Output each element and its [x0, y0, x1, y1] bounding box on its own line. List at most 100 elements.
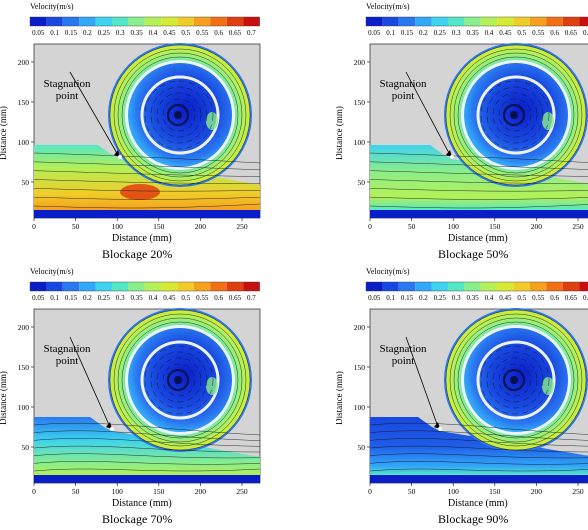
streamline	[33, 430, 261, 441]
vane-highlight	[206, 377, 218, 395]
colorbar-tick-label: 0.65	[565, 294, 578, 302]
colorbar-tick-label: 0.1	[50, 29, 59, 37]
y-tick-label: 200	[18, 58, 30, 67]
stagnation-label-line2: point	[391, 355, 415, 367]
volute-streamline	[117, 52, 243, 178]
x-tick-label: 200	[531, 222, 543, 231]
hub-core	[510, 376, 518, 384]
stagnation-label-line2: point	[391, 90, 415, 102]
colorbar-tick-label: 0.2	[419, 29, 428, 37]
streamline	[369, 170, 588, 177]
colorbar-tick-label: 0.45	[499, 29, 512, 37]
y-tick-label: 50	[358, 178, 366, 187]
stagnation-arrowhead	[446, 150, 452, 157]
impeller-streamline	[486, 86, 544, 144]
colorbar-swatch	[79, 17, 96, 26]
panel-caption: Blockage 90%	[438, 512, 509, 526]
stagnation-label: Stagnation point	[32, 78, 102, 102]
colorbar-tick-label: 0.15	[65, 294, 78, 302]
hub-core	[174, 111, 182, 119]
colorbar-swatch	[30, 282, 47, 291]
wall-boundary-layer	[370, 475, 588, 483]
colorbar-tick-label: 0.7	[583, 294, 588, 302]
colorbar-tick-label: 0.6	[214, 294, 223, 302]
y-tick-label: 50	[22, 178, 30, 187]
colorbar-title: Velocity(m/s)	[30, 2, 74, 11]
colorbar-tick-label: 0.45	[499, 294, 512, 302]
x-tick-label: 0	[368, 222, 372, 231]
impeller-streamline	[498, 98, 532, 132]
colorbar-tick-label: 0.4	[485, 294, 494, 302]
stagnation-label: Stagnation point	[32, 343, 102, 367]
y-tick-label: 100	[18, 138, 30, 147]
colorbar-swatch	[398, 17, 416, 26]
colorbar-swatch	[546, 282, 563, 291]
colorbar-swatch	[194, 17, 211, 26]
volute-streamline	[449, 48, 583, 182]
streamlines	[369, 309, 588, 472]
x-tick-label: 200	[195, 222, 207, 231]
hub-vortex	[167, 104, 189, 126]
blockage-panel-50: 0.05 0.1 0.15 0.2 0.25 0.3 0.35 0.4 0.45 0.5 0.55 0…	[336, 0, 588, 265]
inlet-channel	[370, 417, 588, 475]
stagnation-arrow	[69, 71, 119, 156]
impeller-streamline	[156, 92, 202, 138]
stagnation-arrowhead	[106, 422, 112, 429]
colorbar-swatch	[546, 17, 563, 26]
blockage-panel-70: 0.05 0.1 0.15 0.2 0.25 0.3 0.35 0.4 0.45 0.5 0.55 0…	[0, 265, 294, 530]
blockage-panel-90: 0.05 0.1 0.15 0.2 0.25 0.3 0.35 0.4 0.45 0.5 0.55 0…	[336, 265, 588, 530]
colorbar-swatch	[210, 282, 227, 291]
flow-plot-svg: 0.05 0.1 0.15 0.2 0.25 0.3 0.35 0.4 0.45 0.5 0.55 0…	[354, 16, 588, 231]
stagnation-point-marker	[450, 155, 454, 159]
streamline	[369, 461, 588, 465]
colorbar-tick-label: 0.5	[181, 294, 190, 302]
x-tick-label: 50	[408, 222, 416, 231]
streamline	[33, 461, 261, 465]
colorbar-tick-label: 0.45	[163, 294, 176, 302]
colorbar-tick-label: 0.3	[116, 294, 125, 302]
x-tick-label: 100	[448, 487, 460, 496]
colorbar-frame	[29, 16, 260, 27]
colorbar-tick-label: 0.35	[466, 294, 479, 302]
hub-core	[174, 376, 182, 384]
volute-streamline	[453, 317, 579, 443]
impeller-streamline	[162, 363, 196, 397]
vane-highlight	[206, 112, 218, 130]
colorbar-swatch	[497, 282, 514, 291]
colorbar-swatch	[161, 282, 178, 291]
flow-plot-svg: 0.05 0.1 0.15 0.2 0.25 0.3 0.35 0.4 0.45 0.5 0.55 0…	[18, 281, 261, 496]
colorbar-swatch	[513, 282, 530, 291]
colorbar-swatch	[448, 17, 465, 26]
inlet-channel	[370, 145, 588, 210]
impeller-streamline	[150, 351, 208, 409]
y-axis-label: Distance (mm)	[336, 106, 344, 160]
colorbar-tick-label: 0.15	[65, 29, 78, 37]
colorbar-swatch	[415, 282, 432, 291]
colorbar-tick-label: 0.25	[98, 294, 111, 302]
impeller-streamline	[492, 92, 538, 138]
x-tick-label: 150	[153, 487, 165, 496]
y-axis-label: Distance (mm)	[336, 371, 344, 425]
colorbar-swatch	[144, 17, 162, 26]
colorbar-tick-label: 0.15	[401, 294, 414, 302]
colorbar-swatch	[177, 17, 194, 26]
hub-vortex	[503, 369, 525, 391]
impeller-ring-inner	[140, 340, 220, 420]
colorbar-swatch	[128, 17, 145, 26]
x-tick-label: 50	[72, 487, 80, 496]
colorbar-swatch	[46, 17, 63, 26]
colorbar-tick-label: 0.05	[368, 294, 381, 302]
x-tick-label: 150	[489, 222, 501, 231]
x-tick-label: 200	[531, 487, 543, 496]
streamline	[33, 170, 261, 177]
x-axis-label: Distance (mm)	[112, 233, 172, 244]
impeller-ring-inner	[476, 75, 556, 155]
flow-plot-svg: 0.05 0.1 0.15 0.2 0.25 0.3 0.35 0.4 0.45 0.5 0.55 0…	[354, 281, 588, 496]
inlet-channel	[34, 417, 260, 475]
colorbar-tick-label: 0.7	[247, 294, 256, 302]
streamline	[33, 203, 261, 209]
stagnation-arrow	[405, 336, 439, 428]
colorbar-swatch	[497, 17, 514, 26]
panel-caption: Blockage 70%	[102, 512, 173, 526]
stagnation-arrowhead	[114, 150, 120, 157]
